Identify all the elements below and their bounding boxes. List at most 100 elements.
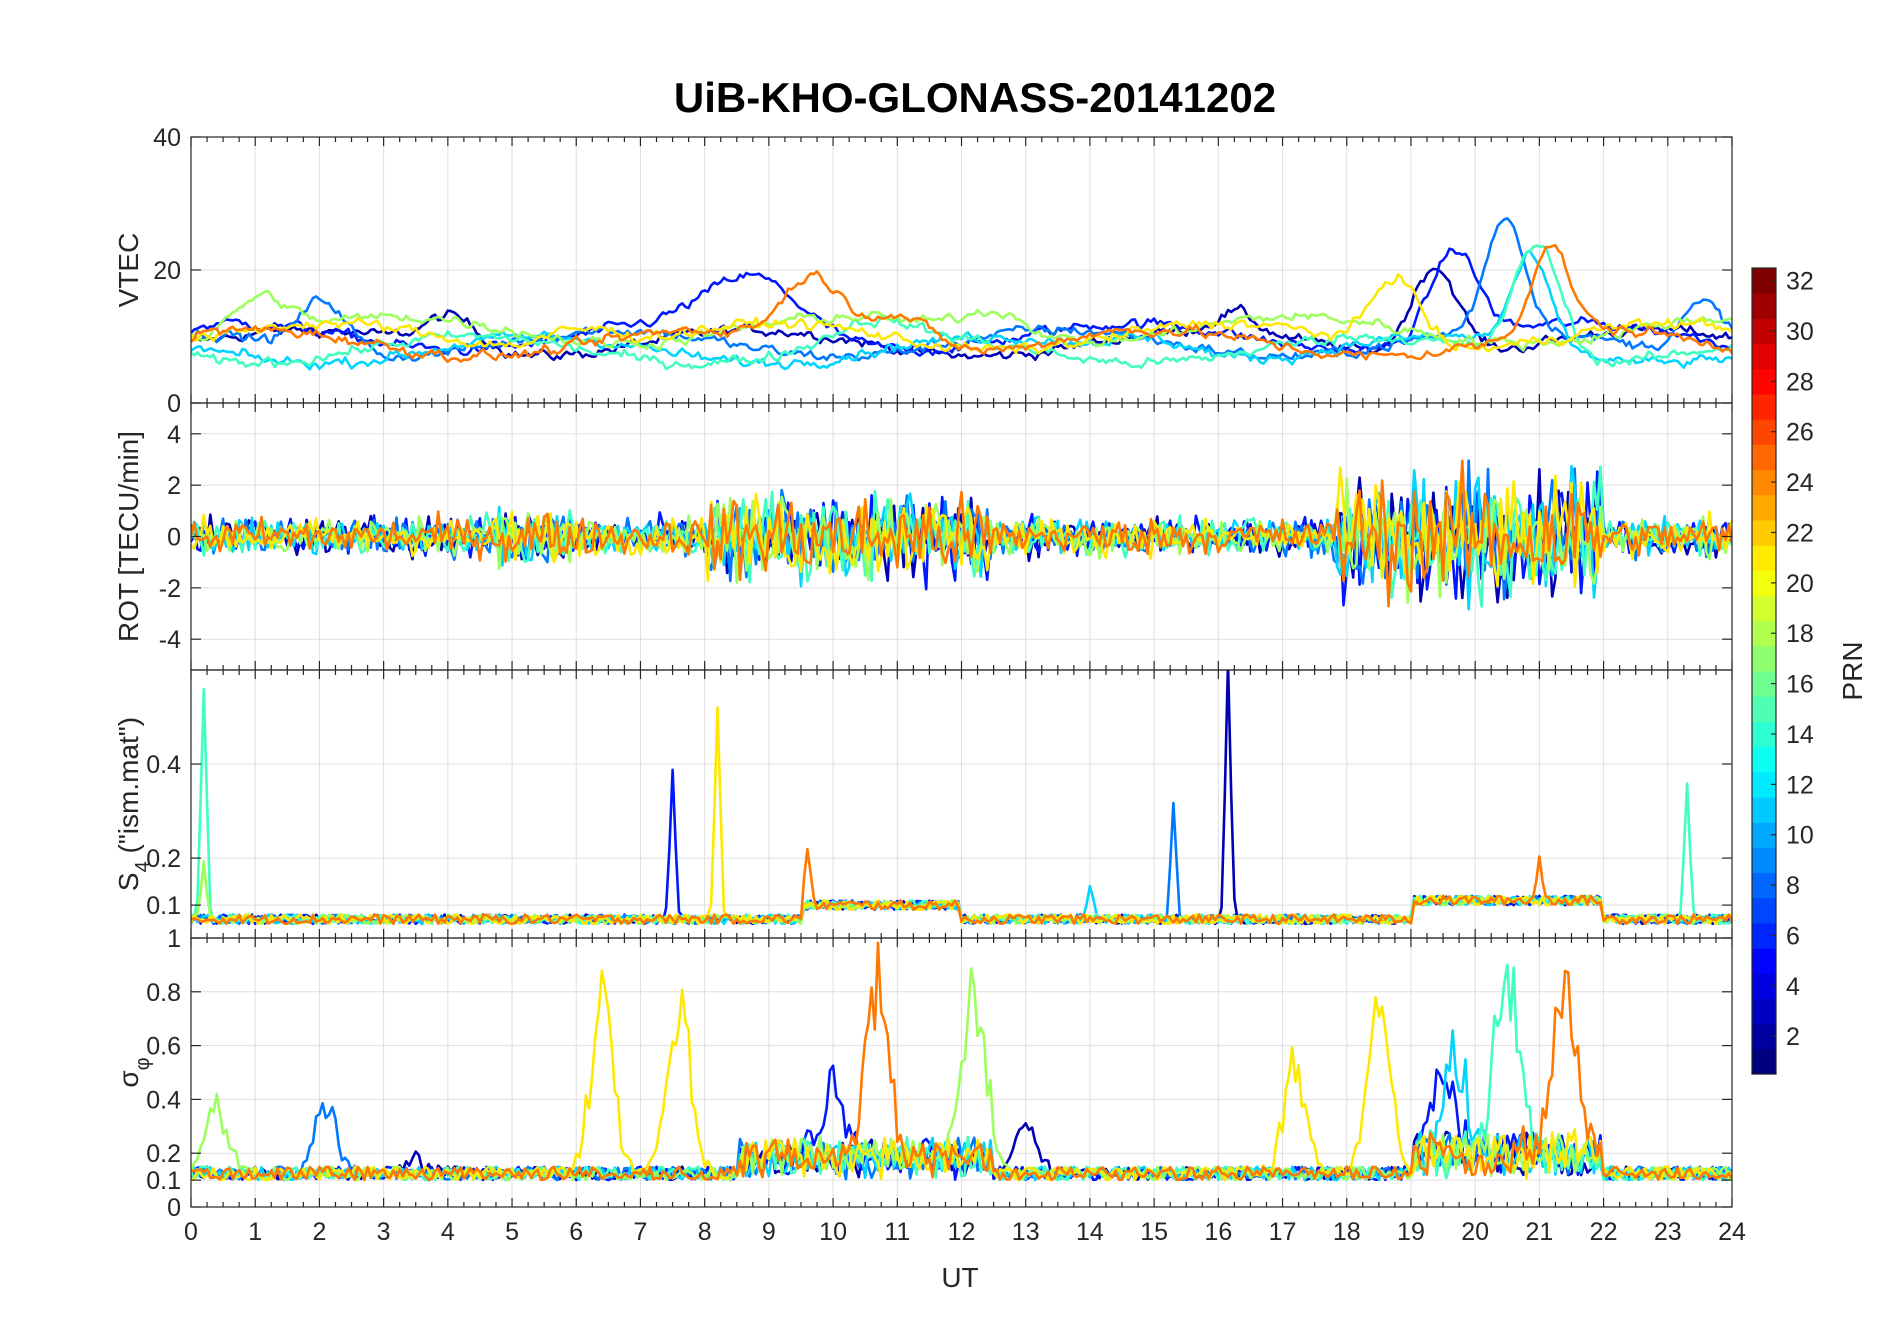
colorbar-label: PRN (1837, 641, 1868, 700)
x-tick-label: 16 (1204, 1218, 1232, 1246)
y-tick-label: 2 (167, 472, 181, 500)
x-tick-label: 3 (377, 1218, 391, 1246)
colorbar-tick-label: 6 (1786, 922, 1800, 950)
x-tick-label: 24 (1718, 1218, 1746, 1246)
x-tick-label: 20 (1461, 1218, 1489, 1246)
x-tick-label: 15 (1140, 1218, 1168, 1246)
x-tick-label: 2 (312, 1218, 326, 1246)
x-tick-label: 13 (1012, 1218, 1040, 1246)
series-group (191, 459, 1732, 611)
series-line-prn-24 (191, 244, 1732, 364)
x-tick-label: 9 (762, 1218, 776, 1246)
x-tick-label: 4 (441, 1218, 455, 1246)
colorbar-tick-label: 12 (1786, 771, 1814, 799)
series-line-prn-2 (191, 267, 1732, 362)
y-tick-label: 4 (167, 421, 181, 449)
x-tick-label: 17 (1269, 1218, 1297, 1246)
colorbar-segment (1752, 847, 1776, 874)
colorbar-tick-label: 16 (1786, 671, 1814, 699)
colorbar-tick-label: 22 (1786, 519, 1814, 547)
colorbar-segment (1752, 595, 1776, 622)
colorbar-tick-label: 2 (1786, 1023, 1800, 1051)
x-tick-label: 10 (819, 1218, 847, 1246)
colorbar-tick-label: 30 (1786, 318, 1814, 346)
colorbar-segment (1752, 897, 1776, 924)
panel-s4: 0.1 0.2 0.4 S4 ("ism.mat") (113, 669, 1733, 939)
x-axis: 0 1 2 3 4 5 6 7 8 9 10 11 12 13 14 15 16 17 18 19 20 21 22 23 24 (184, 1218, 1746, 1246)
series-line-prn-17 (191, 289, 1732, 352)
y-tick-label: 0.4 (146, 751, 181, 779)
colorbar-segment (1752, 393, 1776, 420)
x-tick-label: 12 (948, 1218, 976, 1246)
x-tick-label: 6 (569, 1218, 583, 1246)
y-tick-label: 0.6 (146, 1033, 181, 1061)
x-tick-label: 21 (1525, 1218, 1553, 1246)
y-tick-label: 1 (167, 925, 181, 953)
colorbar-segment (1752, 645, 1776, 672)
colorbar-tick-label: 18 (1786, 620, 1814, 648)
y-tick-label: 0.1 (146, 892, 181, 920)
colorbar-segment (1752, 998, 1776, 1025)
x-tick-label: 19 (1397, 1218, 1425, 1246)
y-tick-label: 0.8 (146, 979, 181, 1007)
colorbar-segment (1752, 293, 1776, 319)
colorbar-segment (1752, 796, 1776, 823)
colorbar-segment (1752, 494, 1776, 521)
colorbar-tick-label: 10 (1786, 822, 1814, 850)
y-tick-label: 0 (167, 390, 181, 418)
series-line-prn-24 (191, 941, 1732, 1182)
colorbar-tick-label: 32 (1786, 268, 1814, 296)
x-tick-label: 5 (505, 1218, 519, 1246)
x-tick-label: 0 (184, 1218, 198, 1246)
colorbar-tick-label: 20 (1786, 570, 1814, 598)
y-tick-label: 0.2 (146, 1140, 181, 1168)
y-tick-label: 20 (153, 257, 181, 285)
colorbar-tick-label: 24 (1786, 469, 1814, 497)
x-tick-label: 18 (1333, 1218, 1361, 1246)
y-axis-label: ROT [TECU/min] (113, 431, 144, 642)
y-tick-label: -4 (159, 626, 181, 654)
y-axis-label-main: σ (113, 1070, 144, 1087)
panel-rot: -4 -2 0 2 4 ROT [TECU/min] (113, 402, 1733, 671)
y-axis-label: VTEC (113, 233, 144, 308)
y-axis-label: σφ (113, 1057, 154, 1087)
series-line-prn-20 (191, 706, 1732, 926)
y-axis-label-main: S (113, 872, 144, 891)
y-axis-label-sub: 4 (132, 861, 154, 872)
y-tick-label: 40 (153, 124, 181, 152)
series-line-prn-24 (191, 459, 1732, 608)
x-tick-label: 7 (634, 1218, 648, 1246)
panel-sigma: 00.10.2 0.4 0.6 0.8 1 σφ (113, 925, 1733, 1222)
colorbar-tick-label: 28 (1786, 368, 1814, 396)
x-tick-label: 1 (248, 1218, 262, 1246)
x-tick-label: 8 (698, 1218, 712, 1246)
y-axis-label-rest: ("ism.mat") (113, 717, 144, 861)
y-tick-label: -2 (159, 575, 181, 603)
y-tick-label: 0 (167, 524, 181, 552)
y-tick-label: 0.2 (146, 845, 181, 873)
colorbar-segment (1752, 948, 1776, 974)
colorbar-segment (1752, 444, 1776, 471)
colorbar-segment (1752, 343, 1776, 370)
series-group (191, 217, 1732, 371)
y-axis-label-sub: φ (132, 1057, 154, 1070)
y-tick-label: 0.4 (146, 1086, 181, 1114)
chart-title: UiB-KHO-GLONASS-20141202 (674, 74, 1276, 121)
colorbar-tick-label: 8 (1786, 872, 1800, 900)
x-axis-label: UT (941, 1262, 978, 1293)
series-line-prn-24 (191, 847, 1732, 926)
colorbar-segment (1752, 746, 1776, 773)
series-line-prn-20 (191, 969, 1732, 1182)
colorbar-segment (1752, 696, 1776, 722)
colorbar-frame (1751, 267, 1777, 1075)
series-group (191, 670, 1732, 926)
y-tick-label: 0.1 (146, 1167, 181, 1195)
x-tick-label: 11 (884, 1218, 910, 1246)
y-tick-label: 0 (167, 1194, 181, 1222)
colorbar-tick-label: 26 (1786, 419, 1814, 447)
colorbar-tick-label: 4 (1786, 973, 1800, 1001)
series-line-prn-12 (191, 249, 1732, 371)
